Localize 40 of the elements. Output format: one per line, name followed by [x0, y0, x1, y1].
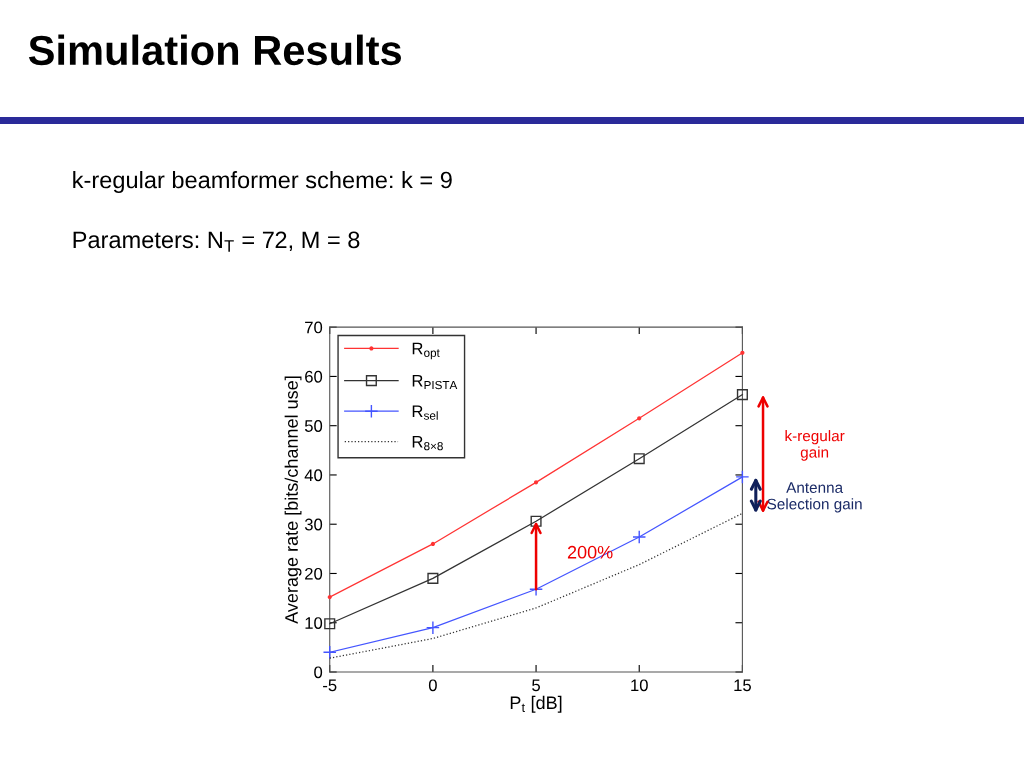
- x-tick-label: 15: [734, 679, 751, 692]
- y-tick-label: 70: [305, 321, 323, 334]
- point: [327, 595, 332, 600]
- point: [425, 620, 440, 635]
- text: k-regular beamformer scheme: k = 9: [73, 171, 452, 194]
- line-series: [329, 512, 744, 659]
- text: Parameters: N$_{T}$ = 72, M = 8: [73, 231, 360, 252]
- x-tick-label: 0: [428, 679, 437, 692]
- text: k-regular gain: [785, 430, 845, 461]
- point: [735, 469, 750, 484]
- legend-label: R$_{opt}$: [412, 342, 440, 360]
- x-tick-label: 10: [631, 679, 648, 692]
- x-tick-label: -5: [323, 679, 337, 692]
- legend-label: R$_{8×8}$: [412, 436, 443, 451]
- point: [430, 541, 435, 547]
- y-tick-label: 10: [305, 617, 323, 629]
- point: [633, 453, 645, 465]
- y-tick-label: 0: [314, 666, 323, 679]
- y-tick-label: 50: [304, 420, 323, 432]
- y-tick-label: 60: [305, 370, 323, 383]
- point: [322, 645, 337, 660]
- y-tick-label: 40: [304, 469, 323, 482]
- legend-label: R$_{PISTA}$: [412, 374, 458, 390]
- annotation: 200%: [567, 545, 613, 559]
- y-tick-label: 20: [305, 567, 323, 580]
- point: [324, 618, 336, 630]
- x-axis-title: P$_{t}$ [dB]: [510, 695, 562, 713]
- x-tick-label: 5: [532, 679, 540, 692]
- y-axis-title: Average rate [bits/channel use]: [284, 376, 302, 624]
- point: [637, 416, 642, 421]
- chart-title: Simulation Results: [28, 34, 401, 66]
- point: [736, 389, 748, 401]
- legend-label: R$_{sel}$: [412, 405, 438, 420]
- point: [740, 350, 745, 355]
- point: [533, 480, 539, 485]
- text: Antenna Selection gain: [767, 482, 862, 513]
- point: [632, 530, 647, 544]
- point: [530, 515, 542, 527]
- point: [427, 572, 439, 584]
- y-tick-label: 30: [304, 518, 323, 531]
